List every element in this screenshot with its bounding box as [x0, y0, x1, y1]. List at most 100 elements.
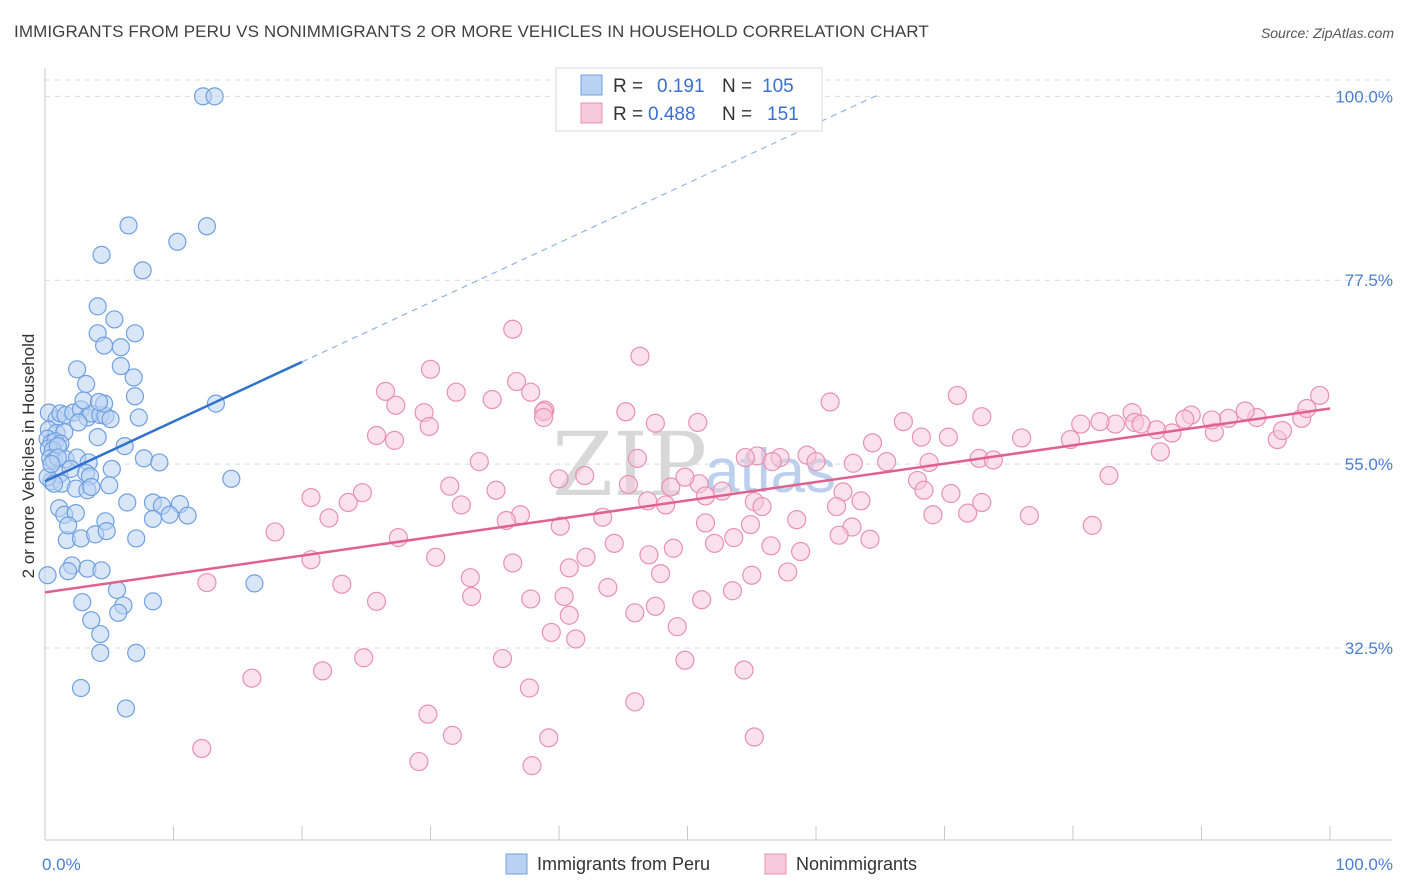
- point-immigrants-from-peru: [92, 245, 111, 264]
- legend-n-value-1: 105: [762, 76, 794, 97]
- point-nonimmigrants: [724, 528, 744, 548]
- point-nonimmigrants: [375, 381, 396, 401]
- point-nonimmigrants: [650, 563, 671, 584]
- point-nonimmigrants: [197, 572, 217, 593]
- point-nonimmigrants: [409, 751, 429, 772]
- point-immigrants-from-peru: [116, 699, 136, 718]
- legend-n-label-1: N =: [722, 76, 752, 97]
- point-immigrants-from-peru: [38, 566, 57, 585]
- point-nonimmigrants: [645, 596, 665, 616]
- point-nonimmigrants: [704, 533, 725, 553]
- point-nonimmigrants: [1019, 505, 1039, 526]
- point-immigrants-from-peru: [125, 324, 145, 343]
- point-nonimmigrants: [667, 617, 687, 637]
- point-nonimmigrants: [618, 474, 638, 495]
- point-nonimmigrants: [645, 413, 665, 433]
- point-nonimmigrants: [958, 503, 978, 523]
- point-nonimmigrants: [242, 668, 262, 688]
- point-nonimmigrants: [541, 622, 561, 643]
- point-nonimmigrants: [826, 496, 847, 517]
- point-nonimmigrants: [829, 525, 849, 545]
- legend-swatch-pink: [580, 102, 603, 124]
- point-nonimmigrants: [319, 508, 339, 528]
- point-immigrants-from-peru: [111, 338, 130, 357]
- point-nonimmigrants: [426, 547, 446, 567]
- point-immigrants-from-peru: [109, 603, 128, 622]
- point-nonimmigrants: [778, 562, 798, 582]
- point-nonimmigrants: [566, 629, 586, 649]
- point-nonimmigrants: [790, 541, 811, 562]
- point-immigrants-from-peru: [205, 87, 224, 106]
- point-immigrants-from-peru: [82, 611, 101, 630]
- point-immigrants-from-peru: [102, 459, 121, 479]
- point-nonimmigrants: [533, 407, 554, 428]
- point-nonimmigrants: [893, 411, 913, 432]
- point-immigrants-from-peru: [129, 408, 148, 427]
- point-nonimmigrants: [482, 389, 502, 410]
- point-nonimmigrants: [1011, 428, 1032, 448]
- point-nonimmigrants: [462, 586, 482, 607]
- point-nonimmigrants: [877, 452, 897, 472]
- legend-n-label-2: N =: [722, 104, 752, 125]
- point-nonimmigrants: [312, 661, 333, 681]
- point-nonimmigrants: [972, 492, 992, 513]
- point-nonimmigrants: [947, 385, 967, 406]
- point-nonimmigrants: [1175, 409, 1195, 429]
- series-nonimmigrants: [192, 319, 1330, 776]
- point-immigrants-from-peru: [42, 454, 61, 474]
- point-immigrants-from-peru: [77, 374, 96, 394]
- point-nonimmigrants: [938, 427, 958, 447]
- trend-lines: [44, 93, 1331, 594]
- point-nonimmigrants: [420, 359, 441, 379]
- point-nonimmigrants: [1082, 515, 1102, 535]
- point-immigrants-from-peru: [95, 336, 114, 355]
- point-nonimmigrants: [1310, 385, 1330, 406]
- y-tick-label: 77.5%: [1345, 271, 1393, 290]
- point-nonimmigrants: [692, 590, 712, 610]
- point-nonimmigrants: [1150, 442, 1170, 462]
- point-nonimmigrants: [301, 487, 321, 508]
- trend-line-blue: [44, 360, 303, 483]
- point-immigrants-from-peru: [133, 261, 152, 280]
- point-immigrants-from-peru: [143, 592, 163, 611]
- point-nonimmigrants: [941, 483, 961, 504]
- point-nonimmigrants: [630, 346, 650, 366]
- point-nonimmigrants: [675, 467, 695, 487]
- point-nonimmigrants: [440, 476, 460, 496]
- point-immigrants-from-peru: [119, 216, 138, 235]
- point-nonimmigrants: [1131, 414, 1151, 434]
- point-immigrants-from-peru: [143, 509, 163, 528]
- point-nonimmigrants: [503, 553, 523, 573]
- point-nonimmigrants: [503, 319, 523, 339]
- point-nonimmigrants: [914, 480, 934, 500]
- source-label: Source: ZipAtlas.com: [1260, 25, 1394, 41]
- point-immigrants-from-peru: [125, 387, 145, 406]
- point-immigrants-from-peru: [71, 678, 91, 698]
- point-nonimmigrants: [604, 533, 624, 553]
- point-nonimmigrants: [806, 452, 826, 472]
- point-immigrants-from-peru: [97, 521, 116, 541]
- point-immigrants-from-peru: [88, 428, 107, 447]
- point-nonimmigrants: [419, 416, 439, 437]
- point-immigrants-from-peru: [150, 453, 169, 472]
- point-nonimmigrants: [549, 469, 569, 489]
- point-nonimmigrants: [762, 452, 782, 472]
- point-immigrants-from-peru: [69, 413, 88, 432]
- point-nonimmigrants: [192, 738, 212, 759]
- point-immigrants-from-peru: [68, 360, 87, 379]
- point-nonimmigrants: [576, 547, 596, 567]
- bottom-legend-label-immigrants: Immigrants from Peru: [537, 854, 710, 874]
- bottom-legend-label-nonimmigrants: Nonimmigrants: [796, 854, 917, 874]
- point-nonimmigrants: [559, 605, 579, 625]
- point-immigrants-from-peru: [111, 356, 130, 376]
- point-immigrants-from-peru: [59, 562, 78, 581]
- point-nonimmigrants: [1272, 420, 1293, 441]
- point-nonimmigrants: [627, 448, 647, 468]
- point-nonimmigrants: [332, 574, 352, 594]
- x-tick-label: 0.0%: [42, 855, 81, 874]
- point-nonimmigrants: [1099, 465, 1119, 486]
- chart-title: IMMIGRANTS FROM PERU VS NONIMMIGRANTS 2 …: [14, 22, 929, 41]
- legend-r-label-2: R =: [613, 104, 643, 125]
- point-nonimmigrants: [820, 392, 840, 412]
- trend-line-pink: [44, 407, 1331, 594]
